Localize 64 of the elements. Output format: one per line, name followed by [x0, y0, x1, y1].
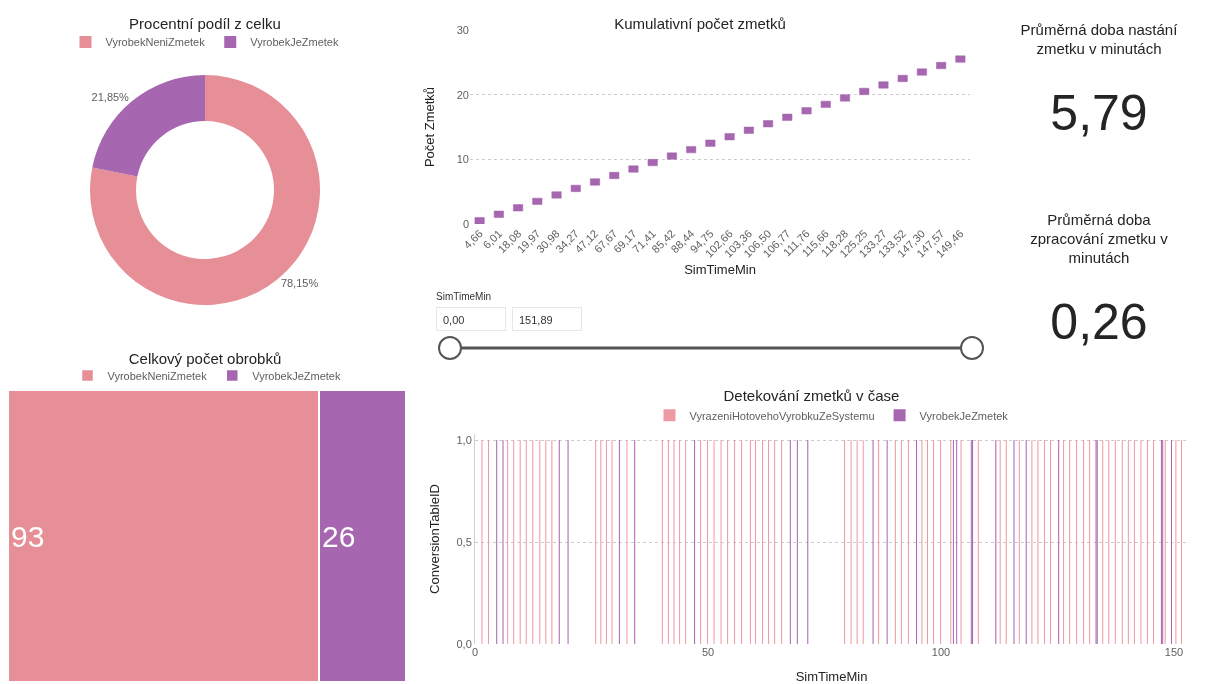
x-tick-label: 150 — [1164, 646, 1184, 658]
text: Průměrná doba zpracování zmetku v minutách — [1029, 210, 1169, 267]
x-tick-label: 4,66 — [461, 227, 485, 251]
y-tick-label: 0 — [462, 217, 469, 230]
text: 5,79 — [1049, 84, 1149, 142]
data-label: 93 — [11, 519, 45, 553]
candlestick — [743, 126, 754, 134]
y-tick-label: 20 — [456, 88, 469, 101]
candlestick — [820, 100, 831, 108]
text: SimTimeMin — [436, 291, 493, 302]
legend-label: VyrobekNeniZmetek — [105, 36, 206, 49]
legend-label: VyrobekJeZmetek — [919, 409, 1009, 422]
y-tick-label: 30 — [456, 23, 469, 36]
candlestick — [590, 178, 600, 186]
text: 0,26 — [1049, 293, 1149, 351]
chart-title: Procentní podíl z celku — [129, 14, 281, 32]
candlestick — [916, 68, 927, 76]
text: Průměrná doba nastání zmetku v minutách — [1019, 20, 1179, 58]
chart-title: Kumulativní počet zmetků — [614, 14, 786, 32]
candlestick — [513, 204, 524, 212]
y-tick-label: 0,5 — [456, 535, 472, 548]
candlestick — [647, 159, 658, 167]
x-tick-label: 100 — [931, 646, 951, 658]
donut-slice — [92, 75, 205, 177]
candlestick — [570, 184, 581, 192]
x-axis-title: SimTimeMin — [795, 669, 868, 684]
y-axis-title: ConversionTableID — [427, 484, 442, 594]
chart-title: Celkový počet obrobků — [128, 349, 282, 367]
candlestick — [763, 120, 774, 128]
data-label: 21,85% — [91, 91, 130, 104]
y-tick-label: 1,0 — [456, 433, 472, 446]
x-tick-label: 50 — [701, 646, 715, 658]
candlestick — [955, 55, 966, 63]
legend-label: VyrazeniHotovehoVyrobkuZeSystemu — [689, 409, 875, 422]
candlestick — [666, 152, 677, 160]
y-tick-label: 10 — [456, 153, 469, 166]
data-label: 78,15% — [280, 276, 319, 289]
candlestick — [551, 191, 562, 199]
data-label: 26 — [322, 519, 356, 553]
candlestick — [705, 139, 716, 147]
candlestick — [493, 210, 504, 218]
legend-label: VyrobekNeniZmetek — [107, 369, 208, 382]
y-tick-label: 0,0 — [456, 637, 472, 650]
candlestick — [859, 87, 870, 95]
candlestick — [628, 165, 639, 173]
candlestick — [532, 197, 543, 205]
legend-label: VyrobekJeZmetek — [250, 36, 339, 49]
candlestick — [878, 81, 889, 89]
candlestick — [609, 172, 620, 179]
chart-title: Detekování zmetků v čase — [723, 386, 900, 404]
candlestick — [782, 113, 793, 121]
candlestick — [840, 94, 850, 102]
x-axis-title: SimTimeMin — [684, 261, 756, 277]
candlestick — [474, 217, 485, 224]
candlestick — [724, 133, 735, 141]
candlestick — [801, 107, 812, 115]
y-axis-title: Počet Zmetků — [422, 86, 437, 168]
candlestick — [897, 75, 908, 82]
text: 0,00 — [436, 307, 506, 331]
legend-label: VyrobekJeZmetek — [252, 369, 341, 382]
candlestick — [686, 146, 697, 154]
donut-slice — [90, 75, 320, 305]
candlestick — [936, 62, 947, 70]
text: 151,89 — [512, 307, 582, 331]
